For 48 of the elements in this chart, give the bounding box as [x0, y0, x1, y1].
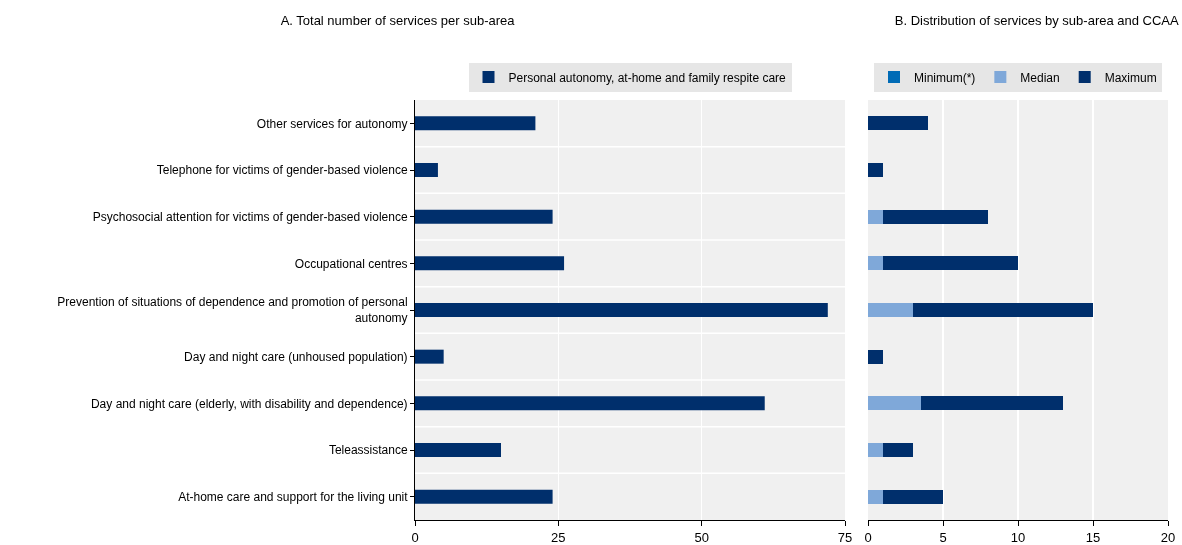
- y-tick-label: Occupational centres: [294, 256, 408, 271]
- x-tick-label: 75: [837, 529, 853, 545]
- bar: [868, 116, 928, 131]
- y-tick-label: Other services for autonomy: [256, 116, 408, 131]
- bar: [415, 349, 444, 364]
- bar: [415, 256, 565, 271]
- x-tick-label: 25: [551, 529, 566, 545]
- bar: [883, 443, 913, 457]
- bar: [868, 209, 883, 224]
- x-tick-label: 0: [411, 529, 419, 545]
- y-tick-label: Day and night care (elderly, with disability and dependence): [90, 396, 408, 411]
- chart-title: B. Distribution of services by sub-area and CCAA: [894, 13, 1180, 29]
- x-tick-label: 20: [1160, 529, 1176, 545]
- bar: [868, 443, 883, 457]
- bar: [883, 256, 1018, 271]
- y-tick-label: Psychosocial attention for victims of gender-based violence: [92, 209, 408, 224]
- legend-label: Personal autonomy, at-home and family respite care: [508, 70, 787, 85]
- bar: [868, 396, 921, 411]
- y-tick-label: Teleassistance: [328, 443, 408, 458]
- legend-label: Minimum(*): [914, 70, 976, 85]
- legend-label: Median: [1020, 70, 1060, 85]
- x-tick-label: 5: [939, 529, 947, 545]
- bar: [868, 256, 883, 271]
- x-tick-label: 0: [864, 529, 872, 545]
- bar: [415, 163, 438, 177]
- bar: [913, 303, 1093, 317]
- bar: [868, 163, 883, 177]
- bar: [415, 209, 553, 224]
- bar: [883, 489, 943, 504]
- x-tick-label: 15: [1085, 529, 1101, 545]
- bar: [868, 489, 883, 504]
- chart-title: A. Total number of services per sub-area: [280, 13, 516, 29]
- bar: [868, 349, 883, 364]
- bar: [415, 489, 553, 504]
- bar: [920, 396, 1063, 411]
- legend-label: Maximum: [1104, 70, 1157, 85]
- y-tick-label: Telephone for victims of gender-based violence: [156, 163, 408, 178]
- x-tick-label: 50: [694, 529, 709, 545]
- bar: [415, 116, 536, 131]
- y-tick-label: Day and night care (unhoused population): [184, 349, 408, 364]
- bar: [883, 209, 988, 224]
- x-tick-label: 10: [1010, 529, 1026, 545]
- bar: [415, 443, 501, 457]
- y-tick-label: At-home care and support for the living unit: [178, 489, 409, 504]
- bar: [415, 396, 765, 411]
- y-tick-label: Prevention of situations of dependence and promotion of personal autonomy: [57, 295, 408, 325]
- bar: [415, 303, 828, 317]
- bar: [868, 303, 913, 317]
